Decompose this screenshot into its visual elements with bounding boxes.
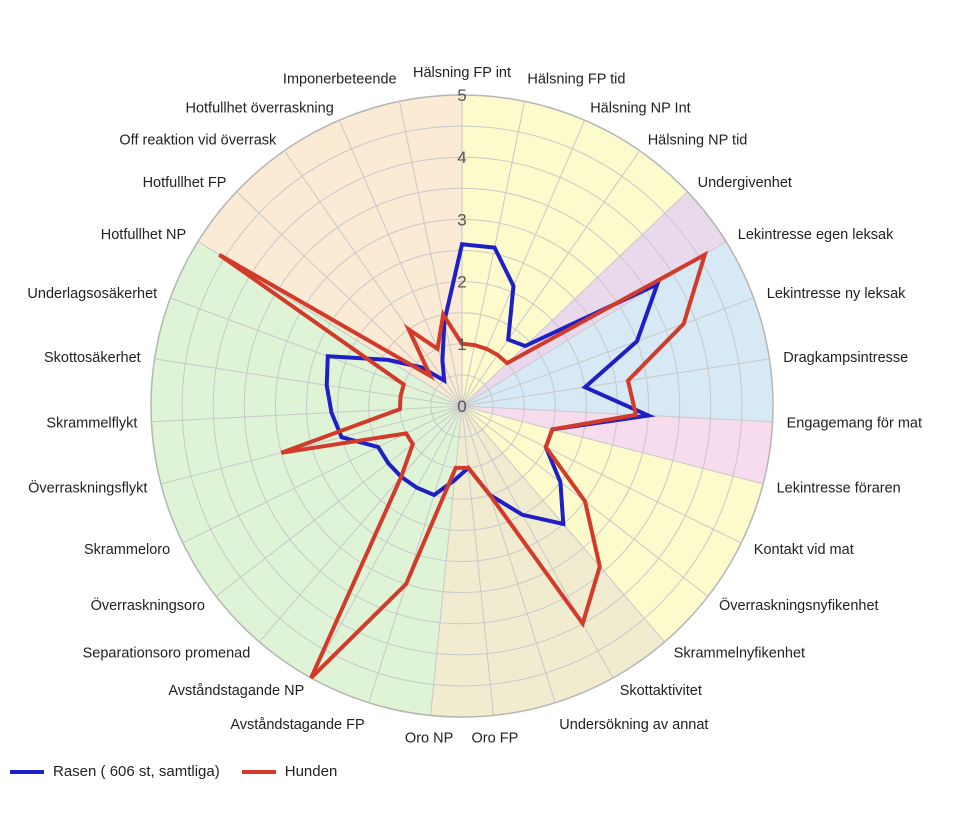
category-label: Underlagsosäkerhet <box>27 286 157 302</box>
grid-spoke-2 <box>461 120 586 407</box>
background-sector-4 <box>462 406 764 642</box>
category-label: Lekintresse ny leksak <box>767 286 906 302</box>
grid-spoke-7 <box>461 358 770 407</box>
series-line-hunden <box>218 250 709 680</box>
category-label: Skrammelnyfikenhet <box>674 646 805 662</box>
background-sector-0 <box>462 95 688 406</box>
category-label: Oro FP <box>472 730 519 746</box>
radial-tick-label: 2 <box>457 273 466 292</box>
category-label: Hälsning FP tid <box>527 72 625 88</box>
grid-spoke-24 <box>154 358 463 407</box>
grid-spoke-8 <box>461 405 773 423</box>
background-sector-5 <box>430 406 665 717</box>
grid-spoke-10 <box>461 405 742 544</box>
legend-item-rasen[interactable]: Rasen ( 606 st, samtliga) <box>10 763 220 780</box>
radial-tick-label: 4 <box>457 148 466 167</box>
legend-swatch-rasen <box>10 769 44 774</box>
category-label: Engagemang för mat <box>787 416 922 432</box>
grid-spoke-20 <box>215 405 463 597</box>
background-sector-7 <box>198 95 462 406</box>
radial-tick-label: 1 <box>457 335 466 354</box>
grid-spoke-25 <box>170 297 463 407</box>
category-label: Skrammelflykt <box>46 416 137 432</box>
category-label: Överraskningsnyfikenhet <box>719 596 879 614</box>
chart-series <box>218 242 709 680</box>
legend-label-rasen: Rasen ( 606 st, samtliga) <box>53 763 220 780</box>
category-label: Kontakt vid mat <box>754 542 854 558</box>
grid-spoke-13 <box>461 405 614 679</box>
legend-label-hunden: Hunden <box>284 763 338 780</box>
category-label: Avståndstagande NP <box>168 683 304 699</box>
grid-spoke-30 <box>398 101 463 407</box>
category-labels: Hälsning FP int Hälsning FP tid Hälsning N… <box>27 65 922 746</box>
grid-spoke-21 <box>182 405 463 544</box>
category-label: Skrammeloro <box>84 542 170 558</box>
grid-spoke-18 <box>310 405 463 679</box>
grid-spoke-4 <box>461 191 688 407</box>
series-line-rasen <box>324 242 661 527</box>
radial-tick-label: 0 <box>457 397 466 416</box>
category-label: Lekintresse egen leksak <box>738 227 894 243</box>
category-label: Oro NP <box>405 730 453 746</box>
grid-spoke-14 <box>461 405 556 703</box>
category-label: Imponerbeteende <box>283 72 397 88</box>
category-label: Undersökning av annat <box>559 717 708 733</box>
chart-legend: Rasen ( 606 st, samtliga) Hunden <box>10 763 359 780</box>
grid-spoke-17 <box>368 405 463 703</box>
category-label: Skottaktivitet <box>620 683 702 699</box>
radial-tick-label: 3 <box>457 210 466 229</box>
radial-tick-label: 5 <box>457 86 466 105</box>
category-label: Hotfullhet FP <box>143 175 227 191</box>
category-label: Hälsning FP int <box>413 65 511 81</box>
category-label: Avståndstagande FP <box>230 717 364 733</box>
category-label: Överraskningsoro <box>91 596 205 614</box>
grid-spoke-16 <box>430 405 463 716</box>
category-label: Hotfullhet överraskning <box>185 100 333 116</box>
grid-spoke-1 <box>461 101 526 407</box>
grid-spoke-3 <box>461 150 641 407</box>
category-label: Off reaktion vid överrask <box>119 132 277 148</box>
chart-grid <box>150 94 774 718</box>
grid-spoke-22 <box>160 405 463 485</box>
grid-spoke-19 <box>259 405 463 643</box>
radial-tick-labels: 0 1 2 3 4 5 <box>457 86 466 416</box>
category-label: Överraskningsflykt <box>28 479 147 497</box>
category-label: Dragkampsintresse <box>783 350 908 366</box>
category-label: Skottosäkerhet <box>44 350 141 366</box>
grid-spoke-28 <box>283 150 463 407</box>
category-label: Hotfullhet NP <box>101 227 186 243</box>
category-label: Separationsoro promenad <box>83 646 251 662</box>
category-label: Hälsning NP Int <box>590 100 690 116</box>
legend-swatch-hunden <box>241 769 276 774</box>
category-label: Lekintresse föraren <box>777 481 901 497</box>
category-label: Hälsning NP tid <box>648 132 748 148</box>
background-sector-3 <box>462 406 773 484</box>
grid-spoke-15 <box>461 405 494 716</box>
grid-spoke-9 <box>461 405 764 485</box>
category-label: Undergivenhet <box>698 175 792 191</box>
grid-spoke-6 <box>461 297 754 407</box>
legend-item-hunden[interactable]: Hunden <box>241 763 338 780</box>
grid-spoke-23 <box>151 405 463 423</box>
